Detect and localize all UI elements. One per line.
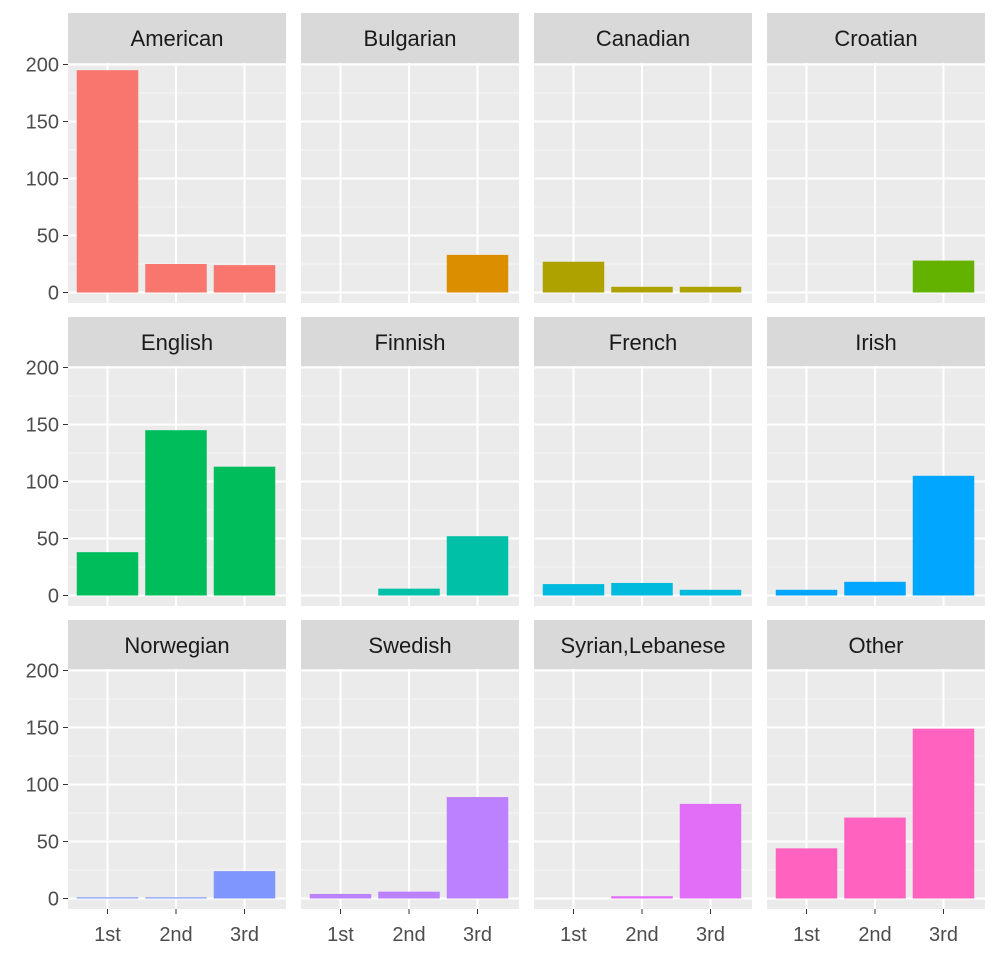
x-tick-label: 2nd [625,924,658,946]
bar-3rd [213,265,276,293]
facet-panel: English [68,317,286,606]
bar-2nd [611,286,673,293]
x-tick-label: 1st [793,924,820,946]
bar-2nd [145,430,207,596]
facet-title: Canadian [596,26,690,51]
bar-2nd [378,588,440,596]
x-tick-label: 2nd [392,924,425,946]
facet-panel: Finnish [301,317,519,606]
facet-panel: Canadian [534,13,752,303]
y-tick-label: 200 [26,661,59,683]
bar-2nd [611,896,673,899]
y-tick-label: 200 [26,358,59,380]
bar-3rd [679,286,742,293]
facet-title: Finnish [375,330,446,355]
x-tick-label: 2nd [159,924,192,946]
y-tick-label: 100 [26,169,59,191]
facet-strip [534,620,752,670]
facet-title: Norwegian [124,633,229,658]
x-tick-label: 3rd [463,924,492,946]
facet-panel: French [534,317,752,606]
x-tick-label: 1st [560,924,587,946]
y-tick-label: 0 [48,889,59,911]
facet-title: Swedish [368,633,451,658]
facet-title: Irish [855,330,897,355]
y-tick-label: 50 [37,832,59,854]
x-tick-label: 3rd [929,924,958,946]
bar-2nd [844,581,906,596]
bar-3rd [446,797,509,899]
bar-2nd [378,891,440,899]
y-tick-label: 0 [48,283,59,305]
y-tick-label: 150 [26,415,59,437]
facet-strip [534,13,752,63]
facet-strip [68,317,286,367]
facet-title: Croatian [834,26,917,51]
y-tick-label: 150 [26,112,59,134]
bar-2nd [611,582,673,596]
bar-3rd [446,254,509,293]
facet-panel: Norwegian [68,620,286,909]
bar-3rd [912,475,975,596]
bar-3rd [213,466,276,596]
x-tick-label: 1st [327,924,354,946]
bar-3rd [912,260,975,293]
x-tick-label: 2nd [858,924,891,946]
y-tick-label: 150 [26,718,59,740]
facet-title: Syrian,Lebanese [560,633,725,658]
bar-1st [542,261,605,293]
x-tick-label: 3rd [230,924,259,946]
facet-strip [767,620,985,670]
bar-3rd [446,536,509,596]
y-tick-label: 100 [26,472,59,494]
bar-3rd [679,803,742,899]
bar-1st [76,552,139,596]
facet-strip [301,13,519,63]
bar-3rd [912,728,975,899]
facet-strip [68,13,286,63]
facet-strip [68,620,286,670]
bar-1st [76,897,139,899]
facet-strip [301,317,519,367]
facet-strip [767,317,985,367]
facet-panel: Croatian [767,13,985,303]
facet-panel: Irish [767,317,985,606]
bar-2nd [145,264,207,293]
y-tick-label: 50 [37,226,59,248]
bar-1st [775,589,838,596]
bar-1st [775,848,838,899]
facet-strip [767,13,985,63]
facet-title: American [131,26,224,51]
y-tick-label: 0 [48,586,59,608]
facet-strip [534,317,752,367]
y-tick-label: 100 [26,775,59,797]
bar-2nd [145,897,207,899]
y-tick-label: 200 [26,55,59,77]
x-tick-label: 1st [94,924,121,946]
facet-panel: Swedish [301,620,519,909]
x-tick-label: 3rd [696,924,725,946]
facet-title: French [609,330,677,355]
facet-title: Bulgarian [364,26,457,51]
facet-panel: Syrian,Lebanese [534,620,752,909]
bar-3rd [213,871,276,899]
y-tick-label: 50 [37,529,59,551]
facet-panel: American [68,13,286,303]
bar-1st [76,70,139,293]
bar-1st [309,893,372,899]
facet-title: English [141,330,213,355]
bar-2nd [844,817,906,899]
bar-1st [542,584,605,596]
facet-panel: Bulgarian [301,13,519,303]
facet-strip [301,620,519,670]
facet-panel: Other [767,620,985,909]
facet-title: Other [848,633,903,658]
bar-3rd [679,589,742,596]
